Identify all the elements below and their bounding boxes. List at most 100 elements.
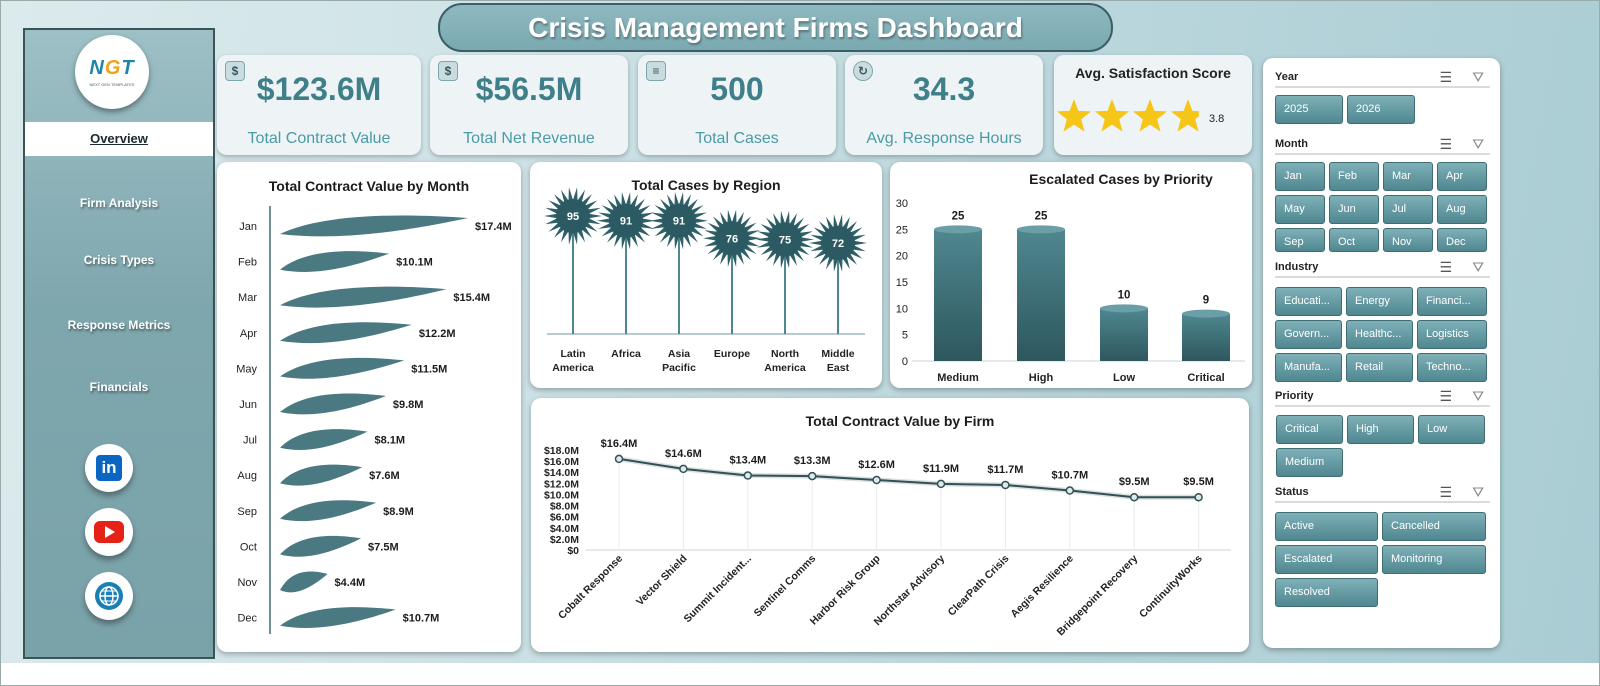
slicer-industry-healthcare[interactable]: Healthc...	[1346, 320, 1413, 349]
firm-point	[807, 471, 817, 481]
region-tick-label: East	[827, 362, 850, 374]
region-tick-label: Africa	[611, 348, 641, 360]
firm-y-tick-label: $4.0M	[550, 523, 579, 535]
logo-subtitle: NEXT GEN TEMPLATES	[89, 82, 135, 87]
firm-data-label: $9.5M	[1183, 476, 1214, 488]
slicer-month-feb[interactable]: Feb	[1329, 162, 1379, 191]
clear-filter-icon[interactable]: ⛛	[1472, 259, 1484, 275]
slicer-month-mar[interactable]: Mar	[1383, 162, 1433, 191]
slicer-year-2026[interactable]: 2026	[1347, 95, 1415, 124]
firm-line-shadow	[618, 456, 1199, 500]
website-button[interactable]	[85, 572, 133, 620]
region-marker-core	[556, 199, 590, 233]
multi-select-icon[interactable]: ☰	[1439, 388, 1452, 404]
slicer-year-2025[interactable]: 2025	[1275, 95, 1343, 124]
region-marker-core	[662, 203, 696, 238]
month-tick-label: Mar	[238, 292, 257, 304]
clear-filter-icon[interactable]: ⛛	[1472, 484, 1484, 500]
slicer-month-oct[interactable]: Oct	[1329, 228, 1379, 252]
panel-cases-by-region: Total Cases by Region 95 Latin America 91 Af…	[530, 162, 882, 388]
kpi-label: Total Contract Value	[247, 130, 391, 147]
priority-tick-label: Medium	[937, 372, 979, 384]
priority-tick-label: High	[1029, 372, 1054, 384]
multi-select-icon[interactable]: ☰	[1439, 136, 1452, 152]
nav-response-metrics[interactable]: Response Metrics	[67, 318, 171, 332]
slicer-header-year: Year ☰ ⛛	[1275, 68, 1490, 88]
priority-tick-label: 25	[896, 224, 908, 236]
youtube-button[interactable]	[85, 508, 133, 556]
region-data-label: 75	[779, 234, 791, 246]
firm-x-tick-label: Northstar Advisory	[872, 553, 948, 629]
slicer-priority-low[interactable]: Low	[1418, 415, 1485, 444]
firm-x-tick-label: ContinuityWorks	[1137, 553, 1205, 621]
firm-x-tick-label: Cobalt Response	[556, 553, 625, 622]
priority-tick-label: Low	[1113, 372, 1135, 384]
slicer-industry-manufacturing[interactable]: Manufa...	[1275, 353, 1342, 382]
slicer-industry-financial[interactable]: Financi...	[1417, 287, 1487, 316]
firm-y-tick-label: $12.0M	[544, 478, 579, 490]
slicer-month-dec[interactable]: Dec	[1437, 228, 1487, 252]
firm-point	[679, 464, 688, 474]
slicer-industry-education[interactable]: Educati...	[1275, 287, 1342, 316]
slicer-month-sep[interactable]: Sep	[1275, 228, 1325, 252]
slicer-industry-retail[interactable]: Retail	[1346, 353, 1413, 382]
priority-tick-label: 10	[896, 303, 908, 315]
multi-select-icon[interactable]: ☰	[1439, 69, 1452, 85]
month-bar	[280, 571, 328, 593]
slicer-industry-energy[interactable]: Energy	[1346, 287, 1413, 316]
chart-title: Total Cases by Region	[631, 177, 781, 193]
firm-y-tick-label: $0	[567, 545, 579, 557]
month-data-label: $15.4M	[453, 292, 490, 304]
slicer-priority-critical[interactable]: Critical	[1276, 415, 1343, 444]
month-data-label: $7.6M	[369, 470, 400, 482]
slicer-title: Month	[1275, 138, 1308, 150]
firm-data-label: $10.7M	[1051, 470, 1088, 482]
nav-firm-analysis[interactable]: Firm Analysis	[79, 196, 159, 210]
month-bar	[280, 464, 363, 486]
firm-y-tick-label: $14.0M	[544, 467, 579, 479]
firm-data-label: $9.5M	[1119, 476, 1150, 488]
slicer-industry-technology[interactable]: Techno...	[1417, 353, 1487, 382]
slicer-month-aug[interactable]: Aug	[1437, 195, 1487, 224]
nav-financials[interactable]: Financials	[89, 380, 149, 394]
firm-x-tick-label: Aegis Resilience	[1008, 553, 1076, 621]
slicer-status-cancelled[interactable]: Cancelled	[1382, 512, 1486, 541]
slicer-status-monitoring[interactable]: Monitoring	[1382, 545, 1486, 574]
multi-select-icon[interactable]: ☰	[1439, 484, 1452, 500]
slicer-month-jun[interactable]: Jun	[1329, 195, 1379, 224]
month-data-label: $12.2M	[419, 328, 456, 340]
slicer-status-resolved[interactable]: Resolved	[1275, 578, 1378, 607]
slicer-priority-high[interactable]: High	[1347, 415, 1414, 444]
panel-contract-value-by-firm: Total Contract Value by Firm $0 $2.0M $4.0…	[531, 398, 1249, 652]
priority-data-label: 9	[1203, 295, 1209, 307]
slicer-industry-government[interactable]: Govern...	[1275, 320, 1342, 349]
region-tick-label: Latin	[560, 348, 585, 360]
multi-select-icon[interactable]: ☰	[1439, 259, 1452, 275]
firm-line	[618, 457, 1199, 499]
clear-filter-icon[interactable]: ⛛	[1472, 388, 1484, 404]
priority-tick-label: 0	[902, 356, 908, 368]
slicer-month-nov[interactable]: Nov	[1383, 228, 1433, 252]
star-icon	[1056, 99, 1092, 132]
clear-filter-icon[interactable]: ⛛	[1472, 136, 1484, 152]
priority-bar	[1017, 229, 1065, 361]
slicer-month-jan[interactable]: Jan	[1275, 162, 1325, 191]
firm-point	[743, 471, 753, 480]
firm-x-tick-label: Harbor Risk Group	[808, 553, 883, 628]
firm-x-tick-label: Vector Shield	[634, 553, 690, 609]
slicer-status-active[interactable]: Active	[1275, 512, 1378, 541]
slicer-industry-logistics[interactable]: Logistics	[1417, 320, 1487, 349]
slicer-header-industry: Industry ☰ ⛛	[1275, 258, 1490, 278]
firm-data-label: $11.7M	[987, 464, 1023, 476]
slicer-month-apr[interactable]: Apr	[1437, 162, 1487, 191]
linkedin-button[interactable]: in	[85, 444, 133, 492]
slicer-month-may[interactable]: May	[1275, 195, 1325, 224]
slicer-status-escalated[interactable]: Escalated	[1275, 545, 1378, 574]
slicer-priority-medium[interactable]: Medium	[1276, 448, 1343, 477]
slicer-month-jul[interactable]: Jul	[1383, 195, 1433, 224]
kpi-avg-satisfaction-score: Avg. Satisfaction Score 3.8	[1054, 55, 1252, 155]
nav-overview[interactable]: Overview	[25, 122, 213, 156]
clear-filter-icon[interactable]: ⛛	[1472, 69, 1484, 85]
nav-crisis-types[interactable]: Crisis Types	[83, 253, 155, 267]
slicer-title: Year	[1275, 71, 1299, 83]
